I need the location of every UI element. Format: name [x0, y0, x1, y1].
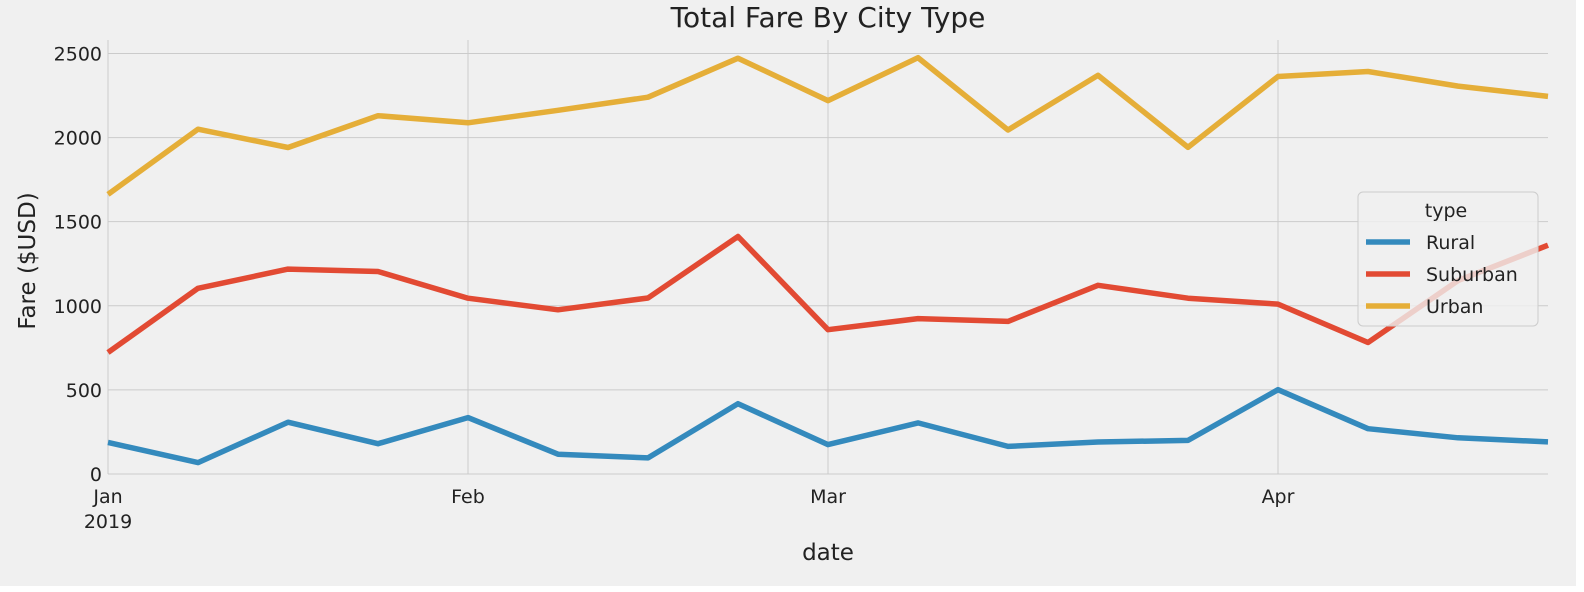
series-line-suburban: [106, 233, 1550, 355]
legend-box: [1357, 191, 1539, 327]
legend-items: Rural Suburban Urban: [1366, 232, 1518, 318]
legend-label-rural: Rural: [1426, 232, 1475, 254]
y-tick-label: 2000: [54, 128, 102, 150]
y-tick-label: 500: [66, 380, 102, 402]
legend-label-suburban: Suburban: [1426, 264, 1518, 286]
series-line-urban: [106, 54, 1549, 197]
y-axis-ticks: 0 500 1000 1500 2000 2500: [54, 43, 102, 486]
x-axis-label: date: [802, 540, 854, 566]
series-lines: [106, 54, 1550, 466]
legend-label-urban: Urban: [1426, 296, 1483, 318]
legend: type Rural Suburban Urban: [1357, 191, 1539, 327]
x-tick-sublabel: 2019: [84, 511, 132, 533]
x-tick-label: Jan: [92, 486, 122, 508]
y-tick-label: 1000: [54, 296, 102, 318]
y-axis-label: Fare ($USD): [15, 192, 41, 329]
x-axis-ticks: Jan 2019 Feb Mar Apr: [84, 486, 1295, 533]
y-tick-label: 0: [90, 464, 102, 486]
chart-title: Total Fare By City Type: [670, 1, 986, 34]
x-tick-label: Mar: [810, 486, 846, 508]
legend-title: type: [1425, 200, 1467, 222]
y-tick-label: 2500: [54, 43, 102, 65]
y-tick-label: 1500: [54, 212, 102, 234]
grid: [107, 40, 1548, 475]
series-line-rural: [107, 386, 1549, 466]
x-tick-label: Feb: [451, 486, 485, 508]
x-tick-label: Apr: [1262, 486, 1295, 508]
